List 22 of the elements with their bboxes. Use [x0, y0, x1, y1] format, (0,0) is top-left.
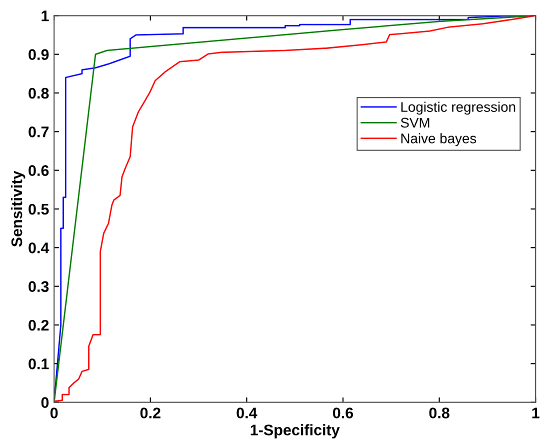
- y-tick-label: 0.9: [28, 49, 49, 60]
- y-tick-label: 0.7: [28, 126, 49, 138]
- y-tick-label: 0.6: [28, 165, 49, 176]
- y-tick-label: 0.2: [28, 320, 49, 331]
- legend-label: SVM: [400, 118, 430, 128]
- legend-label: Logistic regression: [401, 102, 516, 115]
- x-tick-label: 1: [532, 408, 540, 418]
- y-tick-label: 1: [42, 10, 49, 22]
- y-tick-label: 0: [41, 397, 49, 408]
- x-tick-label: 0.2: [140, 408, 160, 418]
- x-tick-label: 0.4: [236, 408, 258, 418]
- y-tick-label: 0.5: [28, 204, 49, 215]
- y-axis-title: Sensitivity: [10, 170, 26, 247]
- y-tick-label: 0.1: [28, 358, 49, 370]
- y-tick-label: 0.8: [28, 88, 49, 99]
- legend-label: Naive bayes: [401, 133, 476, 146]
- x-tick-label: 0.8: [429, 408, 450, 418]
- y-tick-label: 0.3: [28, 281, 49, 292]
- y-tick-label: 0.4: [28, 242, 50, 254]
- x-axis-title: 1-Specificity: [250, 424, 340, 438]
- x-tick-label: 0: [50, 408, 58, 418]
- x-tick-label: 0.6: [332, 408, 354, 418]
